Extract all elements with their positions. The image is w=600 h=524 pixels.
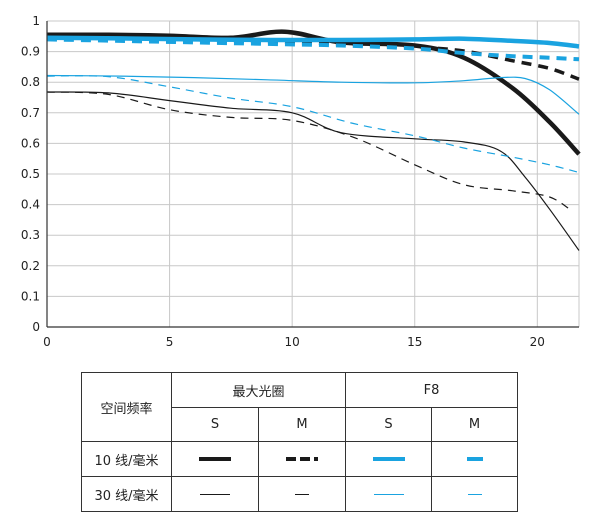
y-tick-label: 0.2 [21, 259, 40, 273]
y-tick-label: 0.9 [21, 45, 40, 59]
swatch-30-max-s [200, 493, 230, 495]
swatch-10-max-s [199, 457, 231, 461]
swatch-30-f8-s [373, 493, 404, 495]
col-s-max: S [171, 407, 259, 442]
header-spatial-frequency: 空间频率 [81, 372, 172, 442]
y-tick-label: 0.4 [21, 198, 40, 212]
y-tick-label: 0.7 [21, 106, 40, 120]
y-tick-label: 0.8 [21, 75, 40, 89]
series-line-6 [46, 37, 580, 62]
mtf-chart: 00.10.20.30.40.50.60.70.80.910 5 10 15 20 [21, 14, 581, 349]
tick-labels: 00.10.20.30.40.50.60.70.80.910 5 10 15 20 [21, 14, 545, 349]
y-tick-label: 0.6 [21, 136, 40, 150]
series-line-2 [46, 34, 580, 81]
swatch-10-f8-m [466, 457, 483, 461]
series-line-7 [46, 74, 580, 115]
axes [46, 21, 579, 328]
x-tick-label: 10 [285, 335, 300, 349]
header-max-aperture: 最大光圈 [170, 372, 347, 408]
series-line-5 [46, 35, 580, 49]
y-tick-label: 0.5 [21, 167, 40, 181]
swatch-10-f8-s [372, 457, 405, 461]
row-30-label: 30 线/毫米 [81, 476, 172, 512]
y-tick-label: 1 [32, 14, 40, 28]
series-line-8 [46, 75, 580, 174]
col-s-f8: S [345, 407, 433, 442]
col-m-max: M [257, 407, 347, 442]
legend-table: 空间频率 最大光圈 F8 S M S M 10 线/毫米 30 线/毫米 [81, 372, 519, 512]
swatch-30-f8-m [467, 493, 482, 495]
row-10-label: 10 线/毫米 [81, 441, 172, 477]
y-tick-label: 0 [32, 320, 40, 334]
x-tick-label: 5 [166, 335, 174, 349]
x-tick-label: 15 [407, 335, 422, 349]
grid-lines [47, 20, 580, 328]
col-m-f8: M [431, 407, 519, 442]
y-tick-label: 0.3 [21, 228, 40, 242]
x-tick-label: 20 [530, 335, 545, 349]
y-tick-label: 0.1 [21, 289, 40, 303]
x-tick-label: 0 [43, 335, 51, 349]
header-f8: F8 [345, 372, 519, 408]
series-line-4 [46, 91, 572, 212]
swatch-30-max-m [295, 493, 309, 495]
swatch-10-max-m [286, 457, 318, 461]
series-line-3 [46, 91, 580, 251]
series-line-1 [46, 29, 581, 156]
mtf-curves [46, 29, 581, 251]
